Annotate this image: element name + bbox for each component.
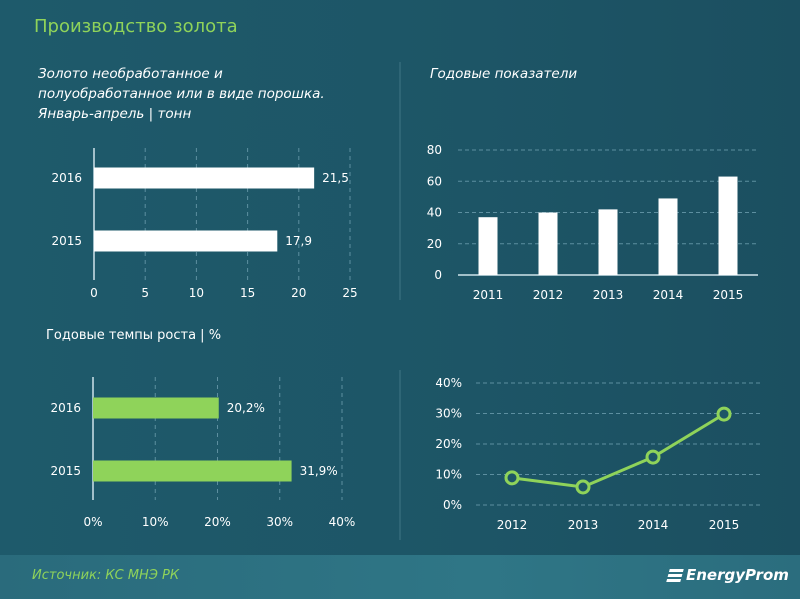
y-tick-label: 30% — [435, 407, 462, 421]
category-label: 2016 — [51, 171, 82, 185]
x-tick-label: 30% — [266, 515, 293, 529]
data-label: 20,2% — [227, 401, 265, 415]
bar-2015 — [94, 230, 278, 252]
category-label: 2016 — [50, 401, 81, 415]
x-tick-label: 10 — [189, 286, 204, 300]
x-tick-label: 15 — [240, 286, 255, 300]
x-tick-label: 2013 — [568, 518, 599, 532]
y-tick-label: 80 — [427, 143, 442, 157]
energyprom-logo: EnergyProm — [666, 566, 789, 584]
x-tick-label: 40% — [329, 515, 356, 529]
chart2-title: Годовые показатели — [430, 66, 578, 82]
line-series — [511, 412, 725, 489]
data-label: 17,9 — [285, 234, 312, 248]
bar-2015 — [718, 176, 738, 275]
bar-2016 — [94, 167, 315, 189]
x-tick-label: 10% — [142, 515, 169, 529]
x-tick-label: 2015 — [713, 288, 744, 302]
y-tick-label: 20 — [427, 237, 442, 251]
x-tick-label: 2012 — [497, 518, 528, 532]
category-label: 2015 — [51, 234, 82, 248]
y-tick-label: 0 — [434, 268, 442, 282]
x-tick-label: 5 — [141, 286, 149, 300]
page-title: Производство золота — [34, 16, 238, 37]
x-tick-label: 2013 — [593, 288, 624, 302]
y-tick-label: 0% — [443, 498, 462, 512]
footer-band — [0, 555, 800, 599]
x-tick-label: 25 — [342, 286, 357, 300]
chart3-title: Годовые темпы роста | % — [46, 328, 222, 343]
y-tick-label: 40% — [435, 376, 462, 390]
bar-2012 — [538, 212, 558, 275]
y-tick-label: 60 — [427, 174, 442, 188]
x-tick-label: 2015 — [709, 518, 740, 532]
x-tick-label: 0% — [83, 515, 102, 529]
y-tick-label: 10% — [435, 468, 462, 482]
source-note: Источник: КС МНЭ РК — [32, 568, 180, 583]
x-tick-label: 20 — [291, 286, 306, 300]
data-point-2013 — [575, 479, 591, 495]
bar-2011 — [478, 217, 498, 275]
x-tick-label: 2012 — [533, 288, 564, 302]
bar-2013 — [598, 209, 618, 275]
data-point-2012 — [504, 470, 520, 486]
y-tick-label: 20% — [435, 437, 462, 451]
chart1-title: Золото необработанное и полуобработанное… — [38, 66, 325, 122]
bar-2016 — [93, 397, 219, 419]
bar-2014 — [658, 198, 678, 275]
y-tick-label: 40 — [427, 206, 442, 220]
x-tick-label: 0 — [90, 286, 98, 300]
x-tick-label: 20% — [204, 515, 231, 529]
category-label: 2015 — [50, 464, 81, 478]
x-tick-label: 2014 — [653, 288, 684, 302]
data-point-2015 — [716, 406, 732, 422]
logo-text: EnergyProm — [686, 566, 789, 584]
data-point-2014 — [645, 449, 661, 465]
data-label: 21,5 — [322, 171, 349, 185]
x-tick-label: 2011 — [473, 288, 504, 302]
data-label: 31,9% — [300, 464, 338, 478]
x-tick-label: 2014 — [638, 518, 669, 532]
bar-2015 — [93, 460, 292, 482]
